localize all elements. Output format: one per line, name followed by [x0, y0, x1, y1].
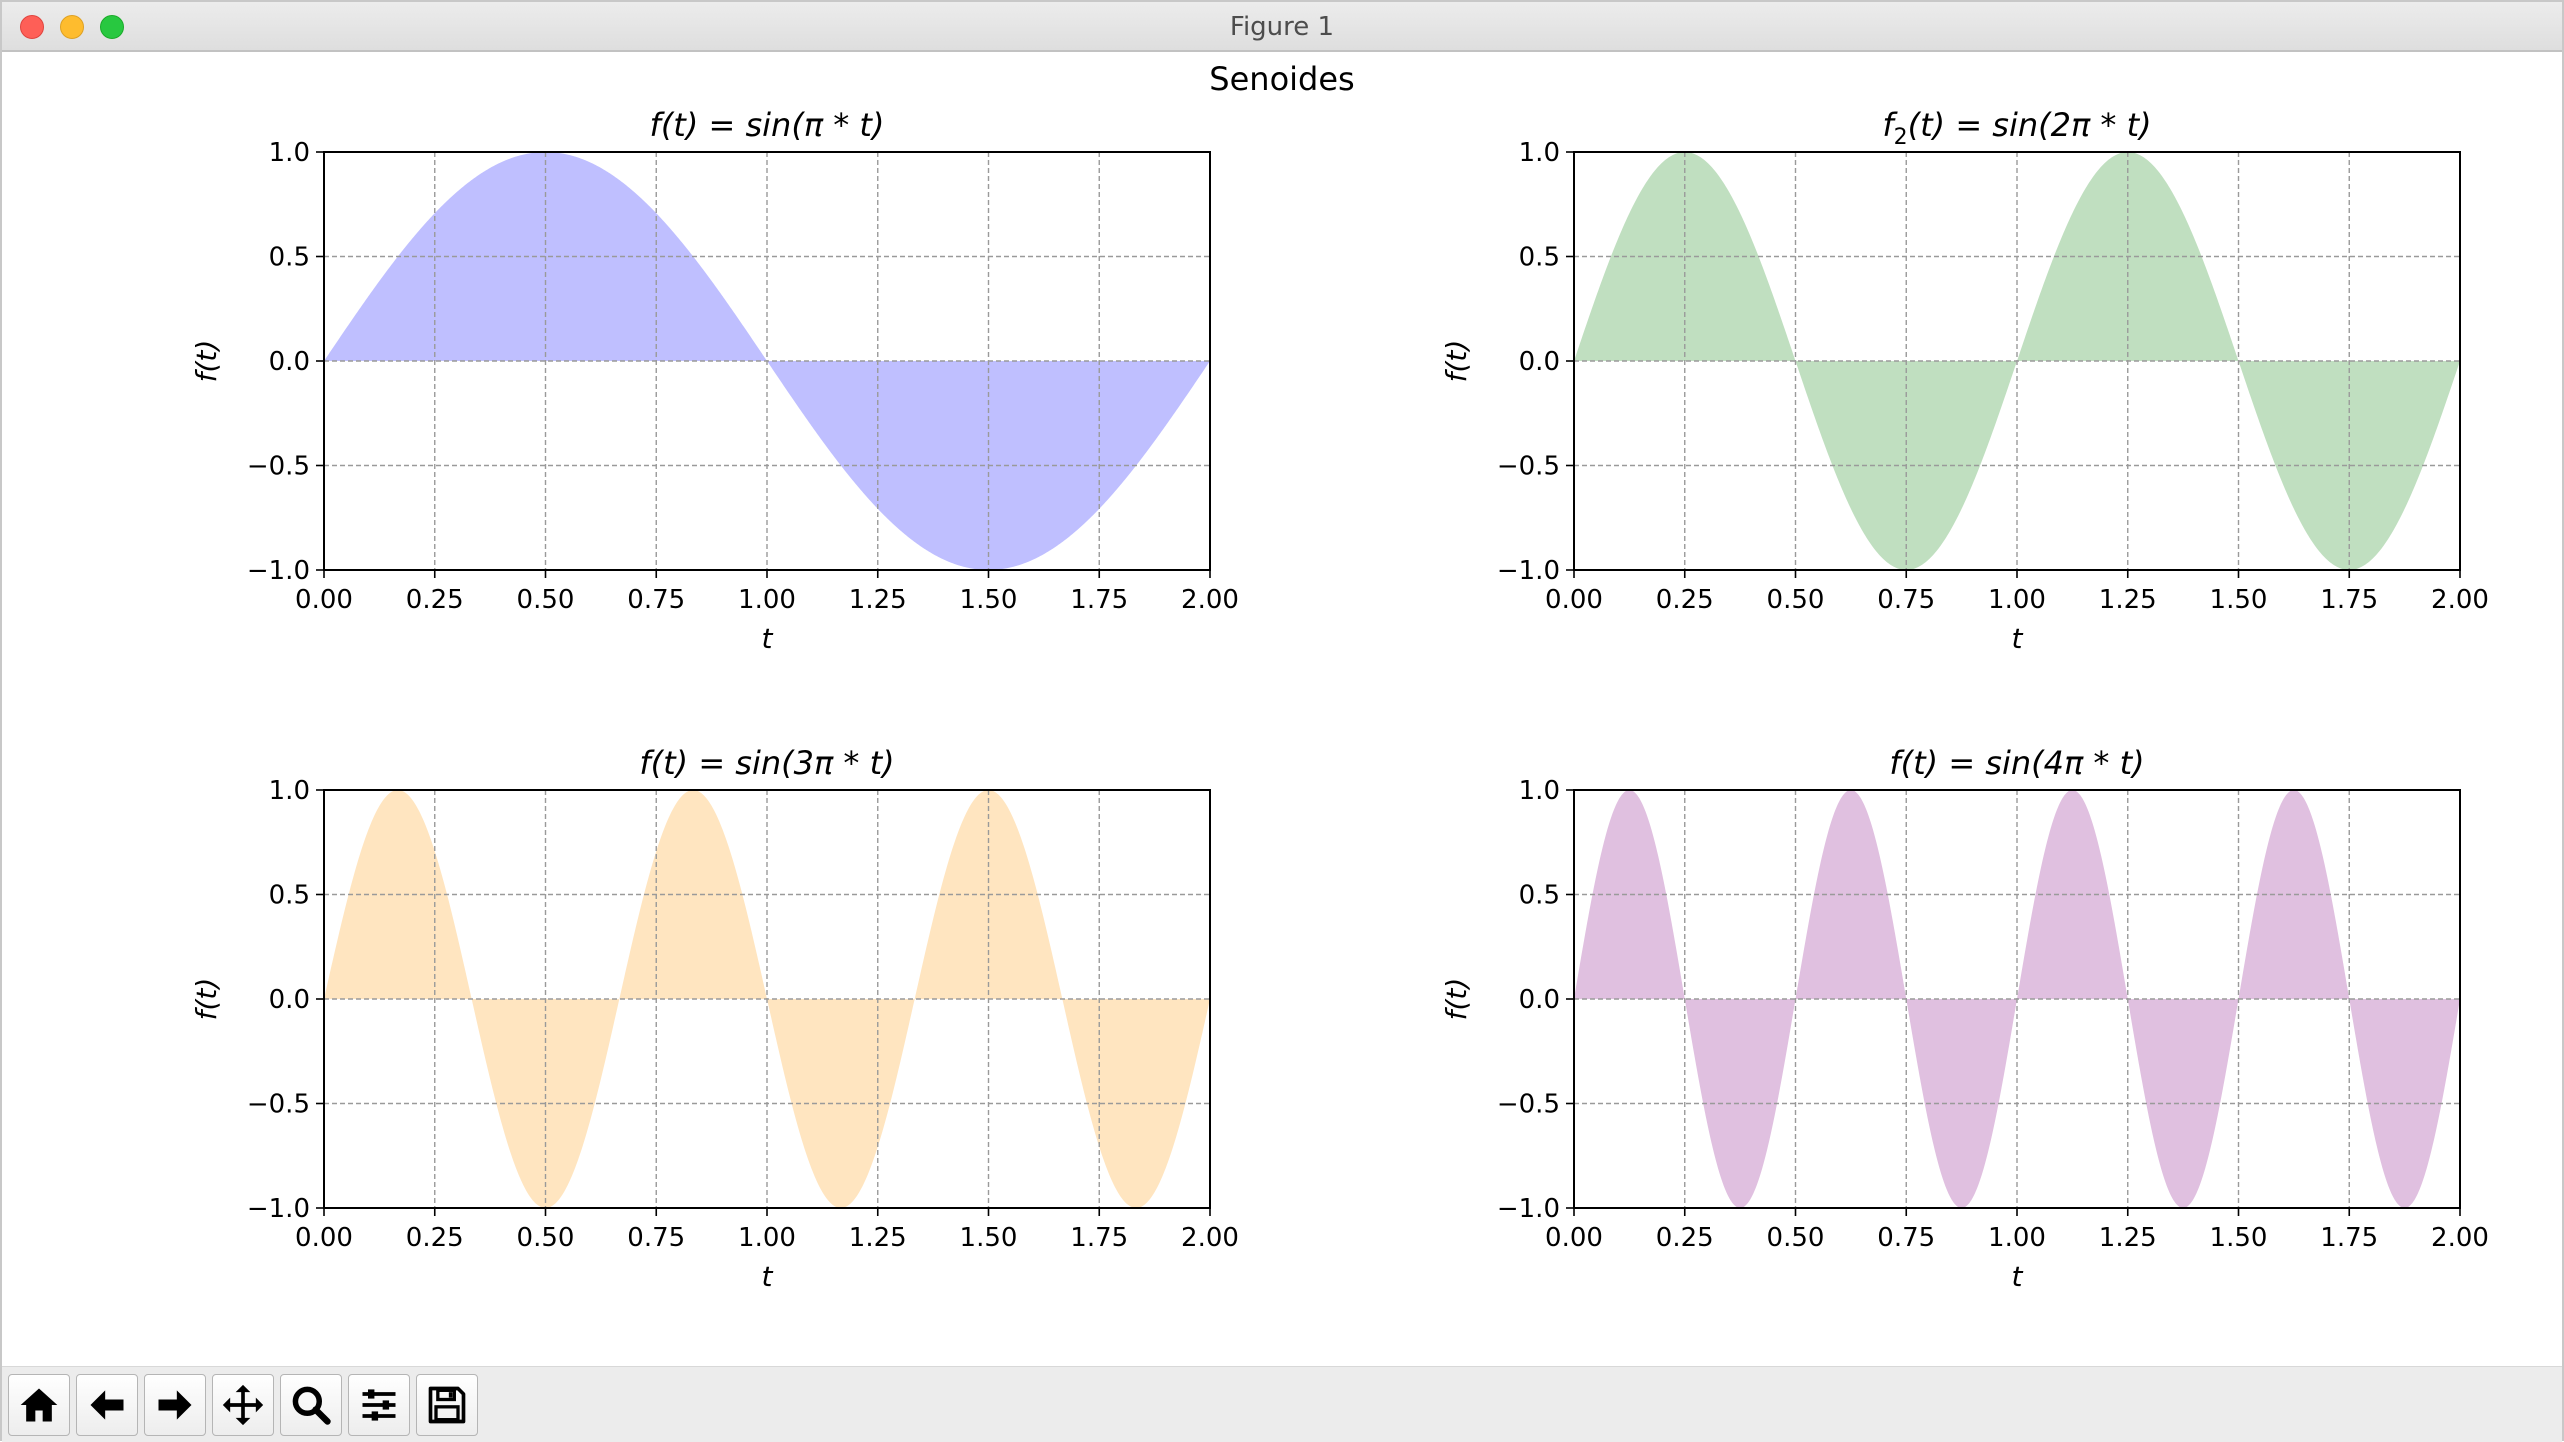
y-tick-label: 1.0	[269, 776, 310, 806]
floppy-disk-icon	[428, 1386, 466, 1424]
window-title: Figure 1	[1229, 12, 1335, 42]
x-tick-label: 0.25	[406, 585, 464, 615]
figure-suptitle: Senoides	[1209, 60, 1354, 98]
x-tick-label: 0.00	[1545, 1223, 1603, 1253]
arrow-left-icon	[90, 1390, 124, 1420]
x-tick-label: 0.00	[295, 585, 353, 615]
x-tick-label: 1.50	[960, 585, 1018, 615]
y-axis-label: f(t)	[1440, 340, 1473, 383]
y-tick-label: −0.5	[247, 452, 310, 482]
x-tick-label: 1.25	[849, 585, 907, 615]
x-tick-label: 1.25	[2099, 585, 2157, 615]
y-axis-label: f(t)	[190, 978, 223, 1021]
magnifier-icon	[292, 1386, 331, 1425]
y-tick-label: 0.5	[1519, 243, 1560, 273]
y-tick-label: −1.0	[247, 556, 310, 586]
home-icon	[20, 1388, 58, 1422]
x-tick-label: 0.75	[1877, 585, 1935, 615]
y-tick-label: −0.5	[1497, 1090, 1560, 1120]
subplot-title: f(t) = sin(π * t)	[650, 106, 885, 144]
x-tick-label: 1.00	[1988, 585, 2046, 615]
arrow-right-icon	[158, 1390, 192, 1420]
y-axis-label: f(t)	[1440, 978, 1473, 1021]
y-axis-label: f(t)	[190, 340, 223, 383]
pan-button[interactable]	[212, 1374, 274, 1436]
y-tick-label: −1.0	[1497, 1194, 1560, 1224]
x-tick-label: 2.00	[2431, 1223, 2489, 1253]
x-axis-label: t	[762, 622, 774, 655]
y-tick-label: 1.0	[1519, 138, 1560, 168]
x-tick-label: 1.75	[2320, 1223, 2378, 1253]
zoom-window-button[interactable]	[100, 15, 124, 39]
x-tick-label: 2.00	[1181, 1223, 1239, 1253]
y-tick-label: −0.5	[1497, 452, 1560, 482]
back-button[interactable]	[76, 1374, 138, 1436]
x-axis-label: t	[762, 1260, 774, 1293]
x-tick-label: 0.50	[1767, 585, 1825, 615]
x-tick-label: 0.00	[1545, 585, 1603, 615]
y-tick-label: −0.5	[247, 1090, 310, 1120]
zoom-button[interactable]	[280, 1374, 342, 1436]
x-tick-label: 2.00	[2431, 585, 2489, 615]
x-tick-label: 1.75	[1070, 585, 1128, 615]
x-tick-label: 0.75	[1877, 1223, 1935, 1253]
subplot-title: f2(t) = sin(2π * t)	[1882, 106, 2151, 150]
y-tick-label: 1.0	[1519, 776, 1560, 806]
subplot-title: f(t) = sin(3π * t)	[639, 744, 894, 782]
home-button[interactable]	[8, 1374, 70, 1436]
y-tick-label: 0.5	[1519, 881, 1560, 911]
x-tick-label: 1.00	[738, 1223, 796, 1253]
forward-button[interactable]	[144, 1374, 206, 1436]
x-tick-label: 0.25	[1656, 585, 1714, 615]
subplot-3: 0.00 0.25 0.50 0.75 1.00 1.25 1.50 1.75 2.00 1.0 0…	[190, 744, 1239, 1293]
navigation-toolbar	[2, 1366, 2562, 1442]
x-tick-label: 1.75	[2320, 585, 2378, 615]
minimize-window-button[interactable]	[60, 15, 84, 39]
x-tick-label: 1.50	[2210, 585, 2268, 615]
x-tick-label: 0.50	[517, 585, 575, 615]
x-tick-label: 0.50	[517, 1223, 575, 1253]
y-tick-label: −1.0	[1497, 556, 1560, 586]
y-tick-label: 0.0	[269, 985, 310, 1015]
x-tick-label: 0.25	[406, 1223, 464, 1253]
y-tick-label: 0.5	[269, 243, 310, 273]
subplot-4: 0.00 0.25 0.50 0.75 1.00 1.25 1.50 1.75 2.00 1.0 0…	[1440, 744, 2489, 1293]
y-tick-label: 0.0	[269, 347, 310, 377]
x-tick-label: 0.50	[1767, 1223, 1825, 1253]
configure-subplots-button[interactable]	[348, 1374, 410, 1436]
y-tick-label: 0.0	[1519, 985, 1560, 1015]
y-tick-label: 0.5	[269, 881, 310, 911]
x-tick-label: 1.00	[1988, 1223, 2046, 1253]
y-tick-label: 0.0	[1519, 347, 1560, 377]
x-tick-label: 1.50	[960, 1223, 1018, 1253]
move-icon	[222, 1384, 264, 1426]
x-tick-label: 1.25	[849, 1223, 907, 1253]
figure-canvas[interactable]: Senoides 0.00 0.25 0.50 0.75 1.00 1.25 1.50 1.75…	[2, 50, 2562, 1366]
title-bar[interactable]: Figure 1	[2, 2, 2562, 52]
close-window-button[interactable]	[20, 15, 44, 39]
subplot-title: f(t) = sin(4π * t)	[1889, 744, 2144, 782]
x-tick-label: 0.25	[1656, 1223, 1714, 1253]
subplot-2: 0.00 0.25 0.50 0.75 1.00 1.25 1.50 1.75 2.00 1.0 0…	[1440, 106, 2489, 655]
y-tick-label: −1.0	[247, 1194, 310, 1224]
x-axis-label: t	[2012, 622, 2024, 655]
x-tick-label: 1.00	[738, 585, 796, 615]
x-tick-label: 0.75	[627, 1223, 685, 1253]
save-button[interactable]	[416, 1374, 478, 1436]
subplot-1: 0.00 0.25 0.50 0.75 1.00 1.25 1.50 1.75 2.00 1.0 0…	[190, 106, 1239, 655]
x-tick-label: 1.75	[1070, 1223, 1128, 1253]
x-tick-label: 0.00	[295, 1223, 353, 1253]
sliders-icon	[362, 1389, 396, 1421]
x-tick-label: 2.00	[1181, 585, 1239, 615]
x-axis-label: t	[2012, 1260, 2024, 1293]
x-tick-label: 1.25	[2099, 1223, 2157, 1253]
x-tick-label: 0.75	[627, 585, 685, 615]
x-tick-label: 1.50	[2210, 1223, 2268, 1253]
y-tick-label: 1.0	[269, 138, 310, 168]
